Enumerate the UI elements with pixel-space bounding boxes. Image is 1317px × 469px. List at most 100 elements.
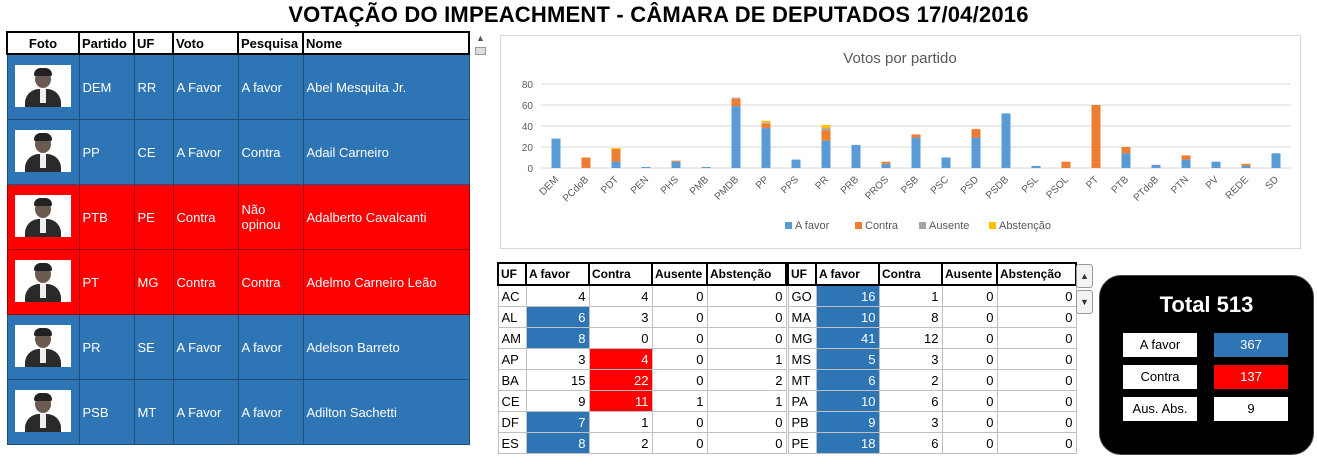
contra-cell[interactable]: 4 (588, 284, 653, 307)
ausente-cell[interactable]: 0 (651, 411, 708, 433)
deputy-row[interactable]: PP CE A Favor Contra Adail Carneiro (6, 119, 470, 185)
favor-cell[interactable]: 9 (525, 390, 590, 412)
contra-cell[interactable]: 2 (588, 432, 653, 454)
voto-cell[interactable]: A Favor (172, 53, 239, 120)
uf-row[interactable]: AC 4 4 0 0 (497, 284, 787, 307)
ausente-cell[interactable]: 0 (941, 432, 998, 454)
ausente-cell[interactable]: 0 (941, 411, 998, 433)
contra-cell[interactable]: 3 (878, 348, 943, 370)
pesquisa-cell[interactable]: Não opinou (237, 184, 304, 250)
uf-row[interactable]: GO 16 1 0 0 (787, 284, 1077, 307)
favor-cell[interactable]: 15 (525, 369, 590, 391)
favor-cell[interactable]: 7 (525, 411, 590, 433)
favor-cell[interactable]: 9 (815, 411, 880, 433)
abstencao-cell[interactable]: 0 (706, 432, 787, 454)
uf-cell[interactable]: AP (497, 348, 527, 370)
uf-header-abstencao[interactable]: Abstenção (996, 262, 1077, 286)
abstencao-cell[interactable]: 0 (996, 411, 1077, 433)
contra-cell[interactable]: 12 (878, 327, 943, 349)
abstencao-cell[interactable]: 0 (706, 411, 787, 433)
uf-row[interactable]: MA 10 8 0 0 (787, 306, 1077, 328)
uf-header-favor[interactable]: A favor (525, 262, 590, 286)
uf-header-uf[interactable]: UF (497, 262, 527, 286)
ausente-cell[interactable]: 0 (651, 369, 708, 391)
uf-cell[interactable]: MT (133, 379, 174, 445)
uf-row[interactable]: MT 6 2 0 0 (787, 369, 1077, 391)
nome-cell[interactable]: Adilton Sachetti (302, 379, 470, 445)
favor-cell[interactable]: 4 (525, 284, 590, 307)
uf-cell[interactable]: AC (497, 284, 527, 307)
contra-cell[interactable]: 6 (878, 432, 943, 454)
uf-header-ausente[interactable]: Ausente (941, 262, 998, 286)
uf-row[interactable]: PA 10 6 0 0 (787, 390, 1077, 412)
voto-cell[interactable]: A Favor (172, 314, 239, 380)
partido-cell[interactable]: PP (78, 119, 135, 185)
abstencao-cell[interactable]: 0 (996, 306, 1077, 328)
favor-cell[interactable]: 3 (525, 348, 590, 370)
header-voto[interactable]: Voto (172, 31, 239, 55)
abstencao-cell[interactable]: 0 (706, 327, 787, 349)
ausente-cell[interactable]: 0 (941, 306, 998, 328)
uf-row[interactable]: AL 6 3 0 0 (497, 306, 787, 328)
contra-cell[interactable]: 1 (588, 411, 653, 433)
abstencao-cell[interactable]: 2 (706, 369, 787, 391)
favor-cell[interactable]: 6 (815, 369, 880, 391)
favor-cell[interactable]: 41 (815, 327, 880, 349)
ausente-cell[interactable]: 0 (941, 284, 998, 307)
favor-cell[interactable]: 5 (815, 348, 880, 370)
uf-cell[interactable]: PA (787, 390, 817, 412)
uf-cell[interactable]: MS (787, 348, 817, 370)
uf-cell[interactable]: ES (497, 432, 527, 454)
header-pesquisa[interactable]: Pesquisa (237, 31, 304, 55)
abstencao-cell[interactable]: 0 (706, 284, 787, 307)
uf-cell[interactable]: BA (497, 369, 527, 391)
uf-cell[interactable]: AL (497, 306, 527, 328)
contra-cell[interactable]: 11 (588, 390, 653, 412)
uf-header-uf[interactable]: UF (787, 262, 817, 286)
uf-cell[interactable]: GO (787, 284, 817, 307)
uf-header-contra[interactable]: Contra (878, 262, 943, 286)
voto-cell[interactable]: A Favor (172, 119, 239, 185)
partido-cell[interactable]: PSB (78, 379, 135, 445)
ausente-cell[interactable]: 0 (941, 327, 998, 349)
ausente-cell[interactable]: 0 (651, 432, 708, 454)
partido-cell[interactable]: PTB (78, 184, 135, 250)
ausente-cell[interactable]: 0 (651, 306, 708, 328)
nome-cell[interactable]: Adelmo Carneiro Leão (302, 249, 470, 315)
contra-cell[interactable]: 22 (588, 369, 653, 391)
uf-cell[interactable]: CE (497, 390, 527, 412)
ausente-cell[interactable]: 1 (651, 390, 708, 412)
pesquisa-cell[interactable]: A favor (237, 314, 304, 380)
favor-cell[interactable]: 18 (815, 432, 880, 454)
contra-cell[interactable]: 4 (588, 348, 653, 370)
contra-cell[interactable]: 6 (878, 390, 943, 412)
scroll-up-icon[interactable]: ▲ (476, 33, 485, 43)
nome-cell[interactable]: Adelson Barreto (302, 314, 470, 380)
uf-cell[interactable]: SE (133, 314, 174, 380)
abstencao-cell[interactable]: 0 (706, 306, 787, 328)
ausente-cell[interactable]: 0 (651, 327, 708, 349)
uf-row[interactable]: BA 15 22 0 2 (497, 369, 787, 391)
uf-cell[interactable]: DF (497, 411, 527, 433)
uf-cell[interactable]: MG (787, 327, 817, 349)
uf-cell[interactable]: MT (787, 369, 817, 391)
uf-header-ausente[interactable]: Ausente (651, 262, 708, 286)
partido-cell[interactable]: PR (78, 314, 135, 380)
nome-cell[interactable]: Abel Mesquita Jr. (302, 53, 470, 120)
abstencao-cell[interactable]: 0 (996, 284, 1077, 307)
scroll-thumb[interactable] (475, 47, 486, 55)
uf-row[interactable]: AP 3 4 0 1 (497, 348, 787, 370)
deputies-scrollbar[interactable]: ▲ (472, 31, 489, 461)
favor-cell[interactable]: 6 (525, 306, 590, 328)
favor-cell[interactable]: 8 (525, 432, 590, 454)
uf-cell[interactable]: PE (133, 184, 174, 250)
deputy-row[interactable]: PTB PE Contra Não opinou Adalberto Caval… (6, 184, 470, 250)
ausente-cell[interactable]: 0 (651, 284, 708, 307)
header-nome[interactable]: Nome (302, 31, 470, 55)
uf-cell[interactable]: MA (787, 306, 817, 328)
deputy-row[interactable]: PSB MT A Favor A favor Adilton Sachetti (6, 379, 470, 445)
abstencao-cell[interactable]: 1 (706, 390, 787, 412)
uf-row[interactable]: PE 18 6 0 0 (787, 432, 1077, 454)
nome-cell[interactable]: Adail Carneiro (302, 119, 470, 185)
uf-row[interactable]: MG 41 12 0 0 (787, 327, 1077, 349)
